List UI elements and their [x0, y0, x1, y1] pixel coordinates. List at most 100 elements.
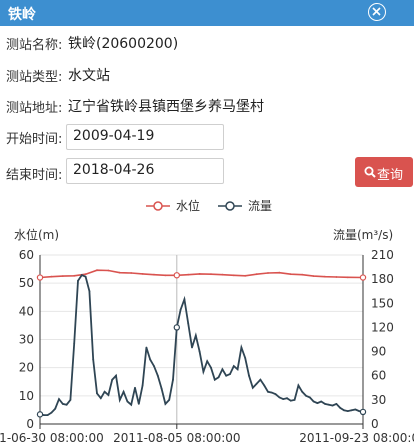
- flow-point: [278, 396, 281, 399]
- flow-point: [346, 410, 349, 412]
- water-level-point: [198, 273, 201, 275]
- flow-point: [358, 410, 361, 412]
- flow-point: [282, 398, 285, 400]
- water-level-point: [346, 276, 349, 279]
- flow-point: [331, 404, 334, 407]
- flow-point: [46, 414, 49, 416]
- water-level-point: [164, 274, 167, 277]
- water-level-point: [187, 273, 190, 276]
- flow-point: [164, 403, 167, 405]
- legend-marker-water-level: [153, 201, 163, 211]
- flow-point: [96, 392, 98, 395]
- flow-point: [236, 368, 239, 371]
- x-tick-label: 2011-09-23 08:00:00: [299, 431, 414, 445]
- chart-axes: 0 10 20 30 40 50 60 0 30 60 90 120 150 180 210 2011-06-…: [0, 248, 414, 445]
- flow-point: [69, 399, 72, 401]
- legend-item-water-level[interactable]: 水位: [146, 198, 200, 213]
- flow-point: [286, 397, 288, 400]
- end-time-input[interactable]: 2018-04-26: [66, 158, 224, 184]
- legend-marker-flow: [225, 201, 235, 211]
- y-left-tick-label: 40: [19, 304, 34, 318]
- water-level-point: [84, 273, 87, 276]
- flow-point: [145, 346, 148, 349]
- flow-point: [84, 275, 87, 278]
- flow-point: [80, 274, 83, 276]
- water-level-flow-chart: 水位 流量 水位(m) 流量(m³/s) 0 10 20 30 40 50 60 0 30 60 9…: [0, 198, 414, 445]
- end-time-label: 结束时间:: [6, 168, 63, 183]
- y-axis-right-label: 流量(m³/s): [333, 228, 393, 242]
- flow-point: [179, 308, 182, 311]
- flow-point: [350, 409, 353, 412]
- flow-point: [65, 403, 68, 406]
- legend-label-flow: 流量: [248, 199, 272, 213]
- water-level-point: [255, 273, 258, 276]
- flow-point: [88, 290, 91, 293]
- flow-point: [137, 403, 140, 405]
- y-right-tick-label: 30: [371, 393, 386, 407]
- flow-marker: [173, 324, 180, 331]
- flow-point: [99, 397, 102, 400]
- y-left-tick-label: 50: [19, 276, 34, 290]
- flow-point: [324, 403, 326, 405]
- water-level-point: [221, 273, 224, 276]
- flow-point: [232, 365, 235, 367]
- y-left-tick-label: 20: [19, 361, 34, 375]
- close-icon[interactable]: [368, 3, 386, 21]
- y-right-tick-label: 90: [371, 345, 386, 359]
- flow-point: [217, 376, 220, 379]
- station-type-value: 水文站: [68, 68, 110, 84]
- flow-point: [320, 400, 323, 403]
- flow-point: [301, 390, 304, 393]
- flow-point: [270, 391, 273, 394]
- flow-point: [213, 378, 216, 381]
- flow-point: [274, 393, 277, 396]
- y-right-tick-label: 150: [371, 296, 394, 310]
- legend-item-flow[interactable]: 流量: [218, 199, 272, 213]
- legend-label-water-level: 水位: [176, 198, 200, 213]
- flow-point: [327, 403, 330, 406]
- flow-point: [354, 408, 357, 411]
- chart-grid: [40, 254, 363, 425]
- flow-point: [118, 399, 121, 401]
- water-level-point: [96, 269, 98, 272]
- flow-point: [54, 407, 57, 410]
- flow-point: [229, 373, 231, 375]
- y-right-tick-label: 0: [371, 417, 379, 431]
- water-level-point: [50, 275, 53, 278]
- station-type-label: 测站类型:: [6, 70, 63, 85]
- flow-point: [339, 407, 342, 409]
- water-level-point: [107, 269, 110, 272]
- flow-marker: [359, 408, 367, 416]
- flow-point: [335, 403, 338, 405]
- flow-point: [160, 387, 163, 390]
- flow-point: [244, 357, 247, 359]
- station-address-label: 测站地址:: [6, 101, 63, 116]
- flow-point: [77, 279, 79, 282]
- flow-point: [73, 342, 76, 345]
- flow-point: [191, 346, 193, 349]
- station-name-value: 铁岭(20600200): [68, 36, 179, 52]
- query-button[interactable]: 查询: [355, 157, 413, 187]
- flow-point: [221, 368, 224, 371]
- flow-point: [141, 384, 144, 387]
- water-level-point: [130, 272, 133, 274]
- flow-point: [122, 390, 125, 393]
- y-left-tick-label: 10: [19, 389, 34, 403]
- start-time-input[interactable]: 2009-04-19: [66, 124, 224, 150]
- flow-point: [50, 411, 53, 414]
- water-level-point: [278, 271, 281, 274]
- water-level-point: [73, 274, 76, 277]
- flow-point: [115, 374, 117, 377]
- flow-point: [267, 390, 269, 393]
- flow-point: [259, 378, 262, 381]
- flow-point: [107, 394, 110, 396]
- y-right-tick-label: 210: [371, 248, 394, 262]
- station-name-label: 测站名称:: [6, 38, 63, 53]
- flow-point: [92, 358, 95, 361]
- flow-point: [149, 358, 152, 361]
- water-level-point: [289, 273, 292, 276]
- flow-point: [308, 396, 311, 399]
- water-level-marker: [359, 274, 367, 281]
- window-title: 铁岭: [8, 7, 36, 23]
- title-bar: 铁岭: [0, 0, 414, 26]
